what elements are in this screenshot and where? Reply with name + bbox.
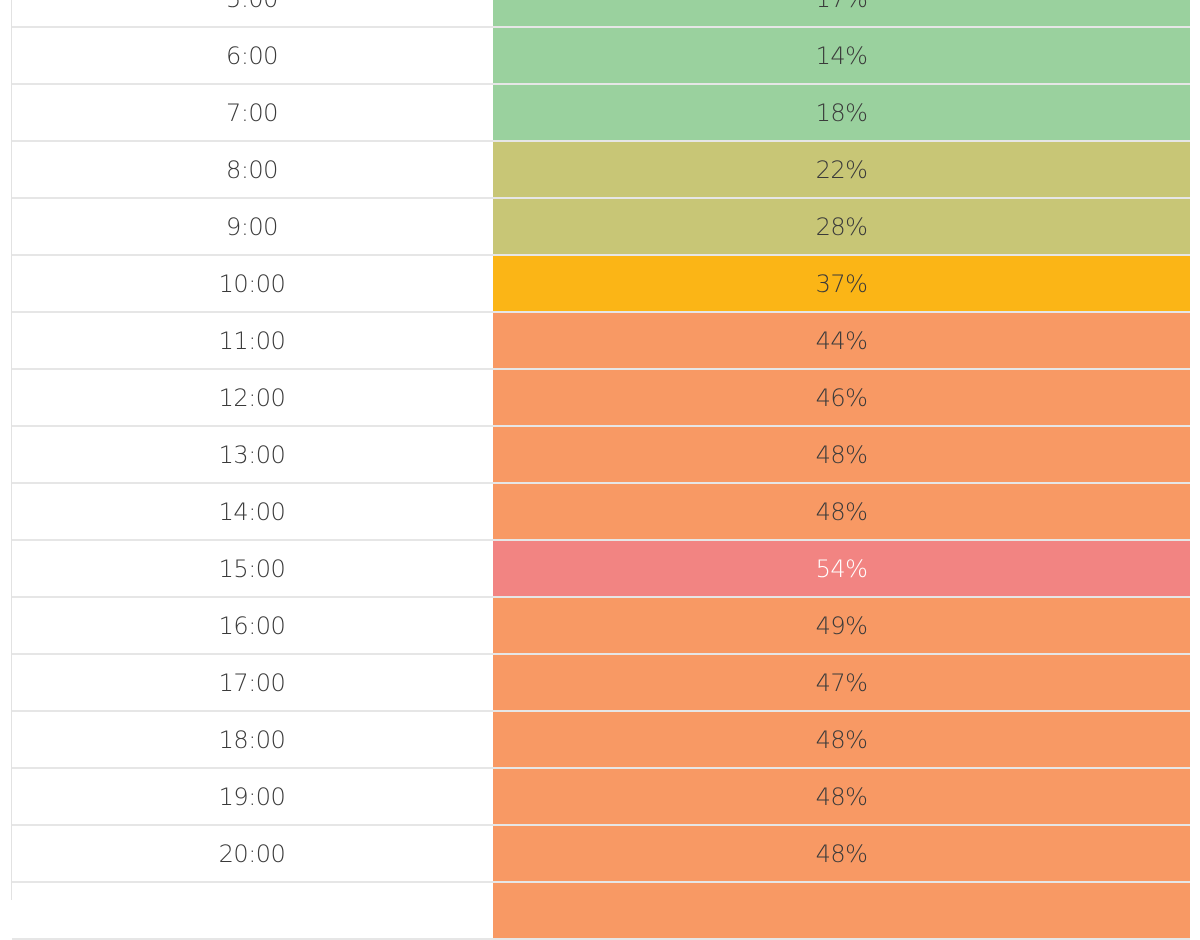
time-cell: 16:00: [12, 598, 492, 653]
table-row: 5:0017%: [12, 0, 1190, 28]
table-row: 18:00 48%: [12, 712, 1190, 769]
value-cell: 48%: [493, 712, 1190, 767]
page: 5:0017%6:0014%7:0018%8:0022%9:0028%10:00…: [11, 0, 1190, 940]
table-row-partial: [12, 883, 1190, 940]
value-cell: 18%: [493, 85, 1190, 140]
table-row: 6:00 14%: [12, 28, 1190, 85]
time-cell: 15:00: [12, 541, 492, 596]
value-cell: 17%: [493, 0, 1190, 26]
value-cell: 46%: [493, 370, 1190, 425]
table-row: 12:00 46%: [12, 370, 1190, 427]
time-cell: 11:00: [12, 313, 492, 368]
table-row: 9:00 28%: [12, 199, 1190, 256]
table-row: 19:00 48%: [12, 769, 1190, 826]
value-cell: 14%: [493, 28, 1190, 83]
value-cell: 22%: [493, 142, 1190, 197]
table-row: 10:00 37%: [12, 256, 1190, 313]
table-row: 20:00 48%: [12, 826, 1190, 883]
value-cell: 49%: [493, 598, 1190, 653]
table-row: 11:00 44%: [12, 313, 1190, 370]
value-cell: 48%: [493, 484, 1190, 539]
table-row: 14:00 48%: [12, 484, 1190, 541]
value-cell: 54%: [493, 541, 1190, 596]
time-cell: 18:00: [12, 712, 492, 767]
time-cell: 6:00: [12, 28, 492, 83]
time-cell: 20:00: [12, 826, 492, 881]
value-cell: 48%: [493, 427, 1190, 482]
time-cell: 12:00: [12, 370, 492, 425]
time-cell: 13:00: [12, 427, 492, 482]
time-cell: 14:00: [12, 484, 492, 539]
time-cell: 8:00: [12, 142, 492, 197]
table-row: 16:00 49%: [12, 598, 1190, 655]
value-cell: 44%: [493, 313, 1190, 368]
table-row: 17:00 47%: [12, 655, 1190, 712]
time-cell: 19:00: [12, 769, 492, 824]
table-row: 7:00 18%: [12, 85, 1190, 142]
time-cell: 17:00: [12, 655, 492, 710]
time-cell: 5:00: [12, 0, 492, 26]
value-cell: [493, 883, 1190, 938]
time-cell: 7:00: [12, 85, 492, 140]
value-cell: 28%: [493, 199, 1190, 254]
table-row: 8:00 22%: [12, 142, 1190, 199]
time-cell: 9:00: [12, 199, 492, 254]
value-cell: 47%: [493, 655, 1190, 710]
value-cell: 48%: [493, 826, 1190, 881]
table-row: 15:00 54%: [12, 541, 1190, 598]
value-cell: 37%: [493, 256, 1190, 311]
time-cell: [12, 883, 492, 938]
time-cell: 10:00: [12, 256, 492, 311]
value-cell: 48%: [493, 769, 1190, 824]
table-row: 13:00 48%: [12, 427, 1190, 484]
table: 5:0017%6:0014%7:0018%8:0022%9:0028%10:00…: [11, 0, 1190, 940]
